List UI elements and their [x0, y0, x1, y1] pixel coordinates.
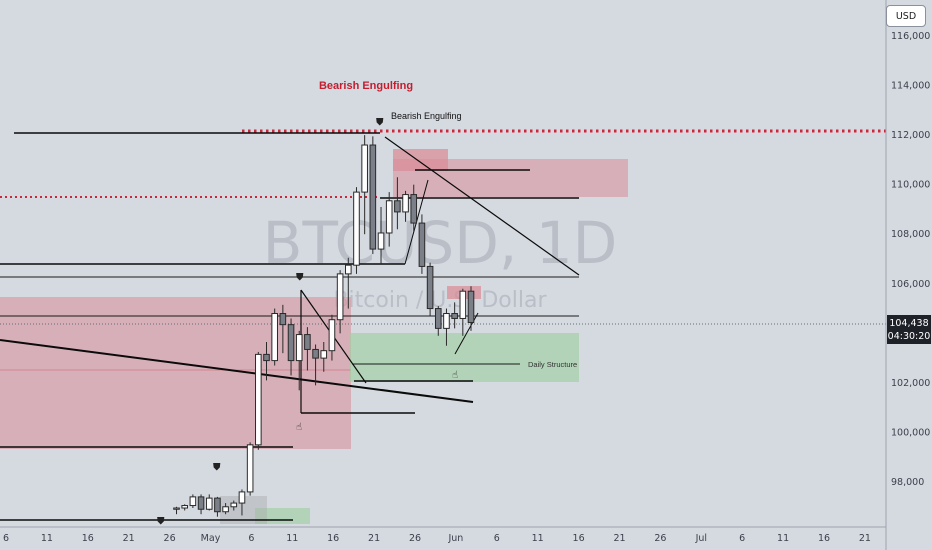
y-tick-label: 110,000	[891, 180, 930, 191]
candle-body	[451, 313, 458, 319]
candle-body	[214, 497, 221, 513]
pin-icon: ⛊	[157, 516, 165, 527]
candles	[173, 135, 475, 517]
candle-body	[295, 334, 303, 362]
x-tick-label: 21	[368, 533, 380, 544]
y-tick-label: 98,000	[891, 477, 924, 488]
candle-body	[181, 505, 188, 509]
candle-body	[394, 200, 401, 213]
thin-levels	[0, 276, 579, 365]
candle-body	[246, 444, 254, 493]
candle-body	[361, 144, 368, 193]
candle-body	[238, 491, 246, 504]
x-tick-label: May	[201, 533, 221, 544]
x-tick-label: Jun	[447, 533, 463, 544]
x-tick-label: 6	[494, 533, 500, 544]
candle-body	[230, 502, 238, 508]
candle-body	[287, 324, 295, 362]
candle-body	[410, 194, 418, 224]
candle-body	[418, 222, 426, 267]
last-price-value: 104,438	[889, 317, 929, 329]
y-tick-label: 102,000	[891, 378, 930, 389]
x-tick-label: 6	[739, 533, 745, 544]
x-tick-label: 21	[859, 533, 871, 544]
marker-icons: ⛊ ⛊ ⛊ ⛊ ☝ ☝	[157, 117, 458, 527]
candle-body	[263, 353, 270, 362]
trend-lines	[0, 136, 580, 413]
horizontal-levels	[0, 132, 579, 521]
candle-body	[467, 290, 475, 323]
demand-zone-daily	[350, 333, 579, 382]
candle-body	[336, 273, 344, 321]
candle-body	[189, 496, 197, 507]
x-tick-label: 11	[286, 533, 298, 544]
x-tick-label: 21	[613, 533, 625, 544]
x-tick-label: 21	[123, 533, 135, 544]
candle-body	[271, 313, 278, 362]
candle-body	[312, 348, 319, 359]
candle-body	[222, 506, 229, 513]
candle-body	[443, 313, 450, 329]
candle-body	[426, 265, 434, 310]
x-tick-label: 11	[777, 533, 789, 544]
y-tick-label: 108,000	[891, 229, 930, 240]
y-tick-label: 106,000	[891, 279, 930, 290]
supply-zone-right	[393, 159, 628, 197]
candle-body	[197, 496, 205, 510]
x-tick-label: 11	[532, 533, 544, 544]
countdown-timer: 04:30:20	[887, 330, 931, 342]
candle-body	[385, 200, 393, 234]
y-tick-label: 116,000	[891, 31, 930, 42]
y-tick-label: 100,000	[891, 427, 930, 438]
candle-body	[328, 319, 336, 352]
annotation-title: Bearish Engulfing	[319, 80, 413, 92]
price-axis-bg[interactable]	[886, 0, 932, 550]
candle-body	[434, 308, 442, 329]
currency-button[interactable]: USD	[886, 5, 926, 27]
x-tick-label: 16	[573, 533, 585, 544]
daily-structure-label: Daily Structure	[528, 360, 577, 369]
x-axis-ticks: 6 11 16 21 26 May 6 11 16 21 26 Jun 6 11 16 21 26 Jul 6 11 1…	[3, 533, 871, 544]
x-tick-label: 16	[82, 533, 94, 544]
candle-body	[320, 350, 328, 359]
x-tick-label: 26	[654, 533, 666, 544]
pin-icon: ⛊	[376, 117, 384, 128]
candle-body	[345, 264, 352, 275]
x-tick-label: Jul	[695, 533, 707, 544]
pin-icon: ⛊	[296, 272, 304, 283]
candle-body	[279, 313, 287, 326]
x-tick-label: 11	[41, 533, 53, 544]
x-tick-label: 16	[818, 533, 830, 544]
candle-body	[369, 144, 377, 250]
last-price-tag: 104,438 04:30:20	[887, 315, 931, 344]
x-tick-label: 6	[248, 533, 254, 544]
hand-pointer-icon: ☝	[452, 370, 458, 381]
candle-body	[402, 194, 409, 213]
hand-pointer-icon: ☝	[296, 422, 302, 433]
annotation-pin-label: Bearish Engulfing	[391, 111, 462, 121]
candle-body	[255, 353, 262, 446]
x-tick-label: 26	[409, 533, 421, 544]
symbol-watermark: BTCUSD, 1D	[263, 209, 618, 277]
candle-body	[304, 334, 311, 350]
candle-body	[205, 497, 213, 510]
pin-icon: ⛊	[213, 462, 221, 473]
y-tick-label: 112,000	[891, 130, 930, 141]
supply-zone-large	[0, 297, 351, 449]
candle-body	[353, 191, 360, 266]
candle-body	[173, 507, 180, 510]
x-tick-label: 26	[164, 533, 176, 544]
x-tick-label: 16	[327, 533, 339, 544]
x-tick-label: 6	[3, 533, 9, 544]
y-tick-label: 114,000	[891, 81, 930, 92]
candle-body	[459, 290, 467, 319]
candle-body	[377, 232, 385, 250]
